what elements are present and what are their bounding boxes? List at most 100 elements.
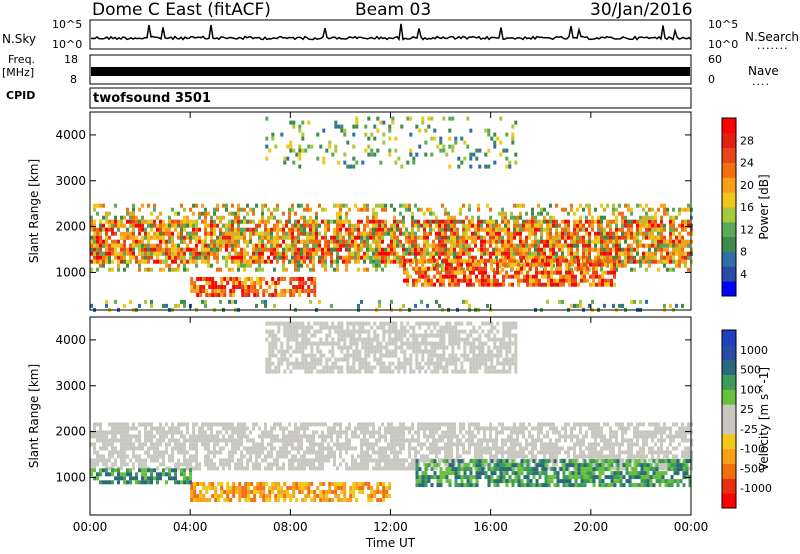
power-cell — [243, 227, 246, 232]
power-cell — [645, 267, 648, 272]
power-cell — [364, 124, 368, 129]
power-cell — [156, 259, 159, 264]
power-cell — [459, 219, 462, 224]
power-cell — [495, 243, 498, 248]
power-cell — [318, 223, 321, 228]
power-cell — [430, 152, 434, 157]
power-cell — [310, 281, 314, 285]
velocity-cell — [291, 434, 294, 439]
velocity-cell — [243, 446, 246, 451]
velocity-cell — [333, 458, 336, 463]
power-cell — [393, 215, 396, 220]
power-cell — [300, 247, 303, 252]
velocity-cell — [306, 434, 309, 439]
velocity-cell — [306, 462, 309, 467]
velocity-cell — [444, 454, 447, 459]
power-cell — [390, 203, 393, 208]
power-cell — [636, 231, 639, 236]
power-cell — [204, 239, 207, 244]
power-cell — [633, 255, 636, 260]
power-cell — [529, 266, 532, 271]
power-cell — [360, 243, 363, 248]
power-cell — [648, 247, 651, 252]
power-cell — [150, 247, 153, 252]
power-cell — [322, 128, 326, 133]
velocity-cell — [396, 454, 399, 459]
velocity-cell — [429, 442, 432, 447]
power-cell — [123, 215, 126, 220]
velocity-cell — [117, 450, 120, 455]
power-cell — [531, 223, 534, 228]
power-cell — [204, 227, 207, 232]
power-cell — [474, 255, 477, 260]
power-cell — [514, 120, 518, 125]
power-cell — [348, 247, 351, 252]
power-cell — [571, 270, 574, 275]
power-cell — [321, 207, 324, 212]
power-cell — [328, 140, 332, 145]
power-cell — [582, 207, 585, 212]
power-cell — [306, 239, 309, 244]
power-cell — [232, 281, 236, 285]
velocity-cell — [288, 434, 291, 439]
power-cell — [561, 299, 564, 304]
power-cell — [423, 243, 426, 248]
power-colorbar-swatch — [722, 147, 736, 163]
power-cell — [465, 243, 468, 248]
velocity-cell — [423, 430, 426, 435]
velocity-cell — [150, 434, 153, 439]
power-cell — [273, 235, 276, 240]
power-cell — [225, 255, 228, 260]
power-cell — [298, 152, 302, 157]
power-cell — [189, 255, 192, 260]
power-cell — [363, 227, 366, 232]
velocity-cell — [402, 466, 405, 471]
velocity-cell — [258, 446, 261, 451]
power-cell — [423, 239, 426, 244]
power-cell — [525, 247, 528, 252]
velocity-cell — [435, 442, 438, 447]
power-cell — [604, 262, 607, 267]
velocity-cell — [231, 454, 234, 459]
velocity-cell — [360, 462, 363, 467]
power-cell — [523, 278, 526, 283]
power-cell — [666, 247, 669, 252]
velocity-cell — [351, 458, 354, 463]
velocity-cell — [222, 458, 225, 463]
velocity-cell — [135, 426, 138, 431]
power-cell — [337, 124, 341, 129]
power-cell — [669, 223, 672, 228]
velocity-cell — [195, 446, 198, 451]
power-cell — [459, 255, 462, 260]
velocity-cell — [156, 450, 159, 455]
velocity-cell — [303, 462, 306, 467]
power-cell — [222, 255, 225, 260]
velocity-cell — [501, 450, 504, 455]
power-cell — [345, 239, 348, 244]
velocity-cell — [138, 422, 141, 427]
power-cell — [570, 251, 573, 256]
power-cell — [672, 259, 675, 264]
power-cell — [174, 219, 177, 224]
power-cell — [271, 136, 275, 141]
power-cell — [399, 203, 402, 208]
velocity-cell — [432, 434, 435, 439]
power-cell — [648, 215, 651, 220]
power-cell — [162, 223, 165, 228]
velocity-cell — [354, 426, 357, 431]
power-cell — [559, 258, 562, 263]
power-cell — [408, 203, 411, 208]
power-cell — [519, 255, 522, 260]
velocity-cell — [252, 426, 255, 431]
power-cell — [481, 278, 484, 283]
power-cell — [117, 239, 120, 244]
power-cell — [624, 219, 627, 224]
power-cell — [585, 243, 588, 248]
power-cell — [553, 258, 556, 263]
velocity-cell — [399, 422, 402, 427]
power-cell — [522, 243, 525, 248]
power-cell — [420, 223, 423, 228]
power-cell — [183, 207, 186, 212]
velocity-cell — [93, 422, 96, 427]
power-cell — [438, 223, 441, 228]
